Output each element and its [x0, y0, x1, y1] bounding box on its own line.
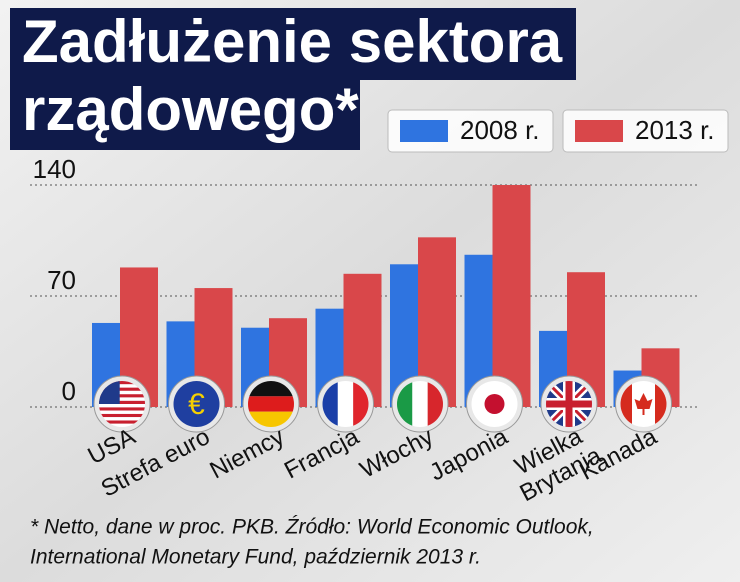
flag — [248, 381, 294, 427]
flag-part — [620, 381, 632, 427]
flag-part — [248, 396, 294, 412]
legend-swatch — [575, 120, 623, 142]
flag-part — [337, 381, 354, 427]
flag-part — [99, 404, 145, 408]
flag-part — [99, 423, 145, 427]
legend-label: 2008 r. — [460, 115, 540, 145]
flag-part — [634, 393, 653, 415]
chart-title: rządowego* — [22, 76, 359, 143]
chart-title: Zadłużenie sektora — [22, 8, 563, 75]
flag-part — [173, 381, 220, 427]
bar — [492, 185, 531, 407]
flag-part — [99, 397, 145, 401]
flag-part — [99, 381, 145, 385]
flag-part — [484, 394, 505, 414]
flag — [471, 381, 518, 427]
flag-part — [99, 407, 145, 411]
flag-part — [248, 381, 294, 397]
flag-part — [427, 381, 443, 427]
flag — [546, 381, 592, 427]
flag-part — [99, 384, 145, 388]
flag-part — [99, 400, 145, 404]
flag-part — [322, 381, 338, 427]
title-box — [10, 80, 360, 150]
title-box — [10, 8, 576, 80]
flag — [397, 381, 443, 427]
legend-label: 2013 r. — [635, 115, 715, 145]
flag — [620, 381, 667, 427]
flag-symbol: € — [188, 388, 205, 421]
flag-part — [655, 381, 667, 427]
flag-part — [99, 387, 145, 391]
flag-part — [99, 417, 145, 421]
flag: € — [173, 381, 220, 427]
flag-part — [397, 381, 413, 427]
flag-part — [353, 381, 369, 427]
flag — [99, 381, 145, 427]
flag-part — [412, 381, 428, 427]
y-tick-label: 0 — [62, 376, 76, 406]
flag-part — [99, 413, 145, 418]
y-tick-label: 140 — [33, 154, 76, 184]
note: * Netto, dane w proc. PKB. Źródło: World… — [30, 516, 594, 539]
flag-part — [248, 411, 294, 427]
flag-part — [99, 420, 145, 424]
flag-part — [99, 390, 145, 395]
note: International Monetary Fund, październik… — [30, 546, 481, 569]
flag — [322, 381, 369, 427]
y-tick-label: 70 — [47, 265, 76, 295]
flag-part — [99, 410, 145, 414]
legend-swatch — [400, 120, 448, 142]
flag-part — [99, 394, 145, 398]
flag-part — [565, 381, 573, 427]
